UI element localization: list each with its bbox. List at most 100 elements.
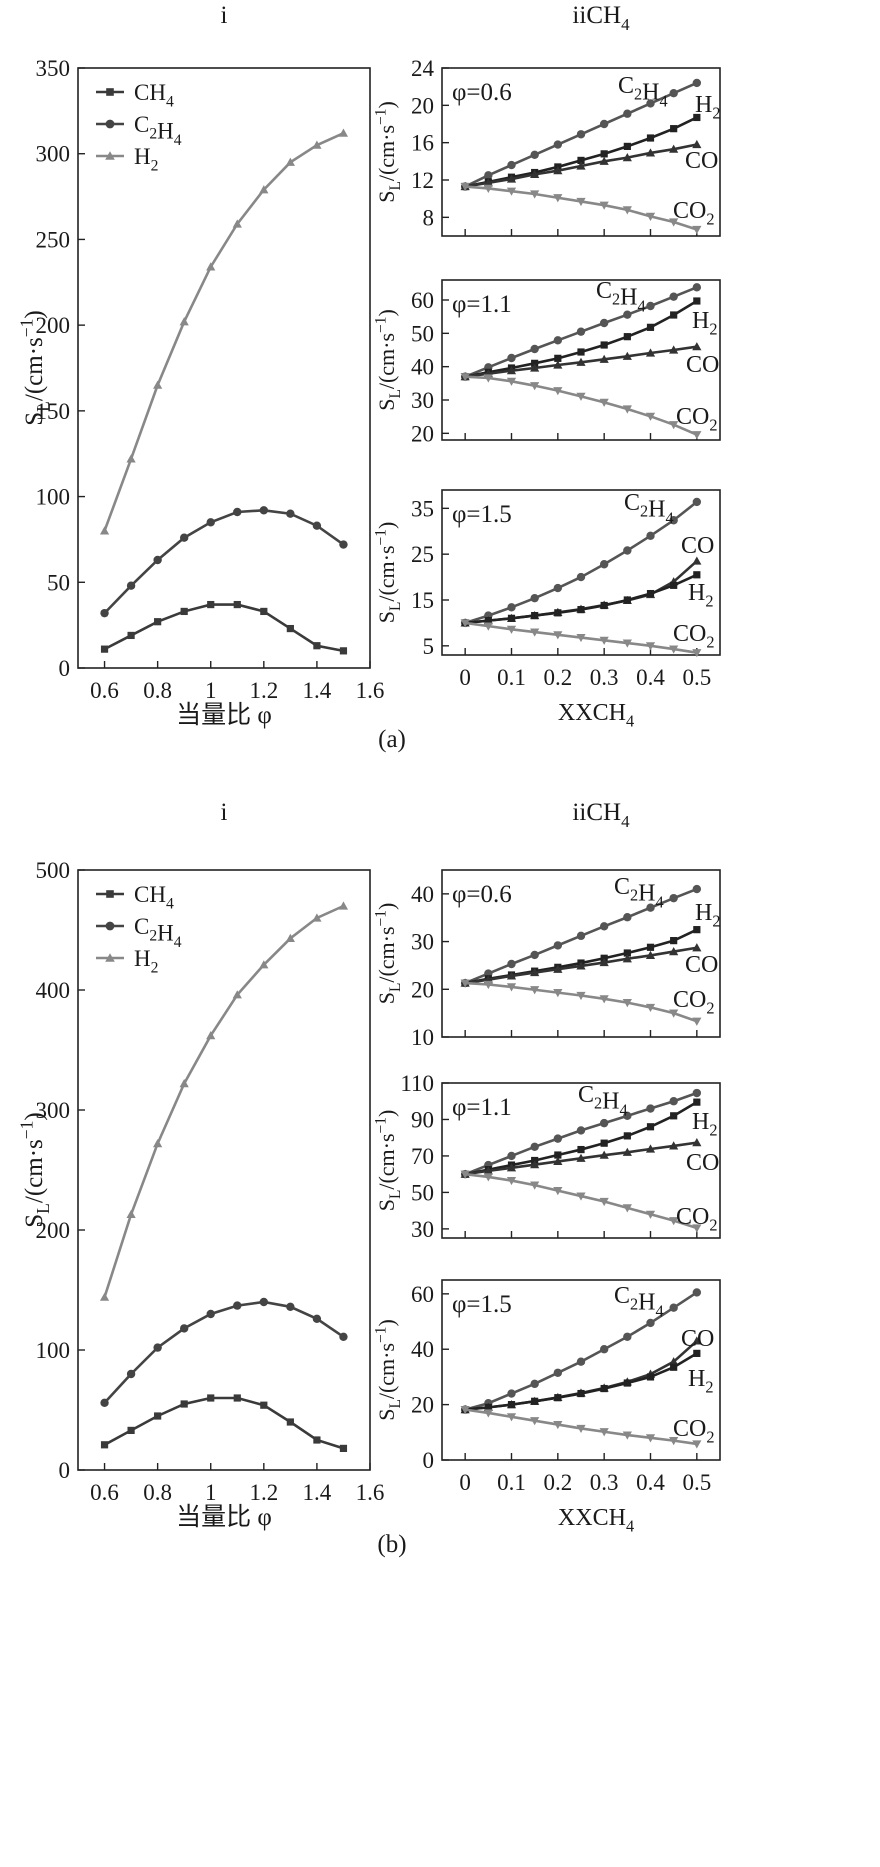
data-point-co2 [530,1417,540,1426]
data-point-c2h4 [623,913,632,922]
data-point-h2 [670,1363,678,1371]
series-label-co2: CO2 [673,198,715,229]
data-point-co2 [669,1217,679,1226]
data-point-co2 [530,986,540,995]
y-axis-label-group: SL/(cm·s−1) [373,1319,405,1421]
series-label-c2h4: C2H4 [618,73,668,110]
y-axis-label: SL/(cm·s−1) [373,903,405,1005]
data-point-co [553,964,563,973]
data-point-co2 [553,387,563,396]
data-point-ch4 [100,1441,109,1449]
data-point-ch4 [313,1436,321,1444]
y-tick-label: 100 [36,485,71,510]
data-point-co2 [506,1413,517,1422]
x-tick-label: 0 [459,1470,471,1495]
series-label-co: CO [686,352,719,378]
data-point-co [645,1144,656,1153]
data-point-h2 [285,933,295,942]
x-tick-label: 0.3 [590,1470,619,1495]
legend-label-h2: H2 [134,144,158,174]
data-point-c2h4 [576,931,586,941]
data-point-ch4 [286,1418,294,1426]
x-tick-label: 1 [205,1480,217,1505]
data-point-h2 [646,323,655,331]
data-point-h2 [577,1389,585,1398]
series-line-co [465,560,698,625]
data-point-co2 [460,1406,470,1415]
legend-label-h2: H2 [134,946,158,976]
data-point-h2 [484,617,492,625]
y-axis-label: SL/(cm·s−1) [373,309,405,411]
data-point-co [506,174,517,183]
data-point-co2 [460,619,470,628]
data-point-co2 [506,187,517,196]
data-point-h2 [338,128,349,137]
phi-annotation: φ=1.1 [452,1094,512,1121]
data-point-c2h4 [259,1297,269,1307]
y-axis-label-group: SL/(cm·s−1) [17,310,54,425]
data-point-co2 [483,1409,493,1418]
data-point-co [692,1336,702,1345]
y-tick-label: 10 [411,1025,434,1050]
y-axis-label: SL/(cm·s−1) [373,522,405,624]
series-line-ch4 [103,1396,344,1450]
y-tick-label: 16 [411,131,434,156]
data-point-c2h4 [530,593,539,603]
legend-marker-h2 [105,151,115,160]
data-point-co2 [599,1428,609,1437]
data-point-c2h4 [507,160,516,170]
data-point-co2 [599,201,609,210]
data-point-c2h4 [692,1088,702,1098]
data-point-co [599,1150,609,1159]
y-tick-label: 150 [36,399,71,424]
chart-title-line: iiCH4 [572,2,630,34]
data-point-h2 [554,1394,562,1402]
data-point-c2h4 [623,546,632,555]
data-point-co2 [692,649,702,658]
data-point-h2 [153,1139,163,1148]
data-point-h2 [670,125,678,133]
y-tick-label: 50 [411,1180,434,1205]
data-point-h2 [232,219,242,228]
data-point-c2h4 [646,301,655,311]
data-point-co2 [530,1181,540,1190]
series-label-c2h4: C2H4 [578,1082,628,1119]
data-point-c2h4 [530,344,539,354]
x-axis-label: 当量比 φ [176,701,272,729]
x-tick-label: 0.5 [682,665,711,690]
data-point-co [576,161,586,170]
data-point-c2h4 [507,959,516,969]
y-tick-label: 30 [411,930,434,955]
data-point-c2h4 [646,903,655,912]
data-point-h2 [600,1139,608,1147]
data-point-h2 [646,589,655,598]
data-point-co2 [483,980,493,990]
series-label-co: CO [681,533,714,559]
plot-frame [77,869,371,1471]
data-point-c2h4 [576,572,586,582]
series-label-h2: H2 [692,1109,718,1140]
data-point-co2 [622,999,632,1008]
data-point-h2 [623,1379,631,1387]
y-tick-label: 300 [36,1098,71,1123]
data-point-co2 [483,622,493,631]
data-point-co [530,1160,540,1169]
legend-marker-ch4 [106,890,114,898]
data-point-co [669,1357,679,1366]
data-point-co2 [460,182,470,192]
x-tick-label: 0.5 [682,1470,711,1495]
data-point-co2 [692,1017,702,1026]
legend-label-ch4: CH4 [134,80,174,110]
data-point-co [645,148,656,157]
data-point-co2 [645,412,656,421]
data-point-c2h4 [233,1301,242,1310]
data-point-ch4 [233,1394,241,1402]
data-point-h2 [670,311,678,319]
series-line-ch4 [103,603,344,653]
data-point-h2 [232,990,242,999]
data-point-h2 [623,1132,631,1140]
data-point-co [669,144,679,153]
data-point-co2 [622,1204,632,1213]
y-tick-label: 0 [59,1458,71,1483]
series-label-c2h4: C2H4 [596,278,646,315]
